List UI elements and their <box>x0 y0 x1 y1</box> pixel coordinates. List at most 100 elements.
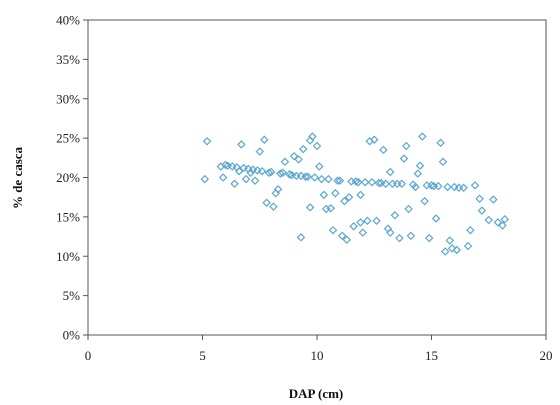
data-point <box>402 141 411 151</box>
data-point <box>443 182 452 192</box>
data-point <box>340 196 349 206</box>
data-point <box>257 166 267 176</box>
x-tick-label: 20 <box>540 348 553 363</box>
data-point <box>246 168 255 178</box>
data-point <box>411 182 420 192</box>
data-point <box>308 132 317 141</box>
data-point <box>463 241 473 251</box>
data-point <box>303 172 313 181</box>
data-point <box>276 169 285 178</box>
data-point <box>406 231 416 241</box>
data-point <box>353 177 363 187</box>
data-point <box>475 194 484 204</box>
data-point <box>285 170 294 179</box>
data-point <box>342 235 352 244</box>
x-axis-title: DAP (cm) <box>289 386 344 401</box>
data-point <box>200 174 210 184</box>
data-point <box>500 214 510 224</box>
x-tick-label: 0 <box>85 348 92 363</box>
data-point <box>363 216 372 226</box>
y-tick-label: 10% <box>56 249 80 264</box>
data-point <box>374 178 384 188</box>
data-point <box>390 211 400 220</box>
data-point <box>234 166 244 176</box>
data-point <box>452 245 461 255</box>
data-point <box>386 228 395 237</box>
data-point <box>392 179 402 189</box>
data-point <box>408 180 418 189</box>
data-point <box>351 177 361 186</box>
data-point <box>459 183 468 192</box>
data-point <box>289 151 299 161</box>
data-point <box>372 216 381 226</box>
y-tick-label: 15% <box>56 209 80 224</box>
data-point <box>427 181 436 190</box>
data-point <box>305 203 315 212</box>
plot-area-border <box>87 19 547 336</box>
data-point <box>294 155 303 164</box>
data-point <box>381 179 390 189</box>
data-point <box>250 176 260 185</box>
data-point <box>328 226 338 235</box>
data-point <box>466 226 475 235</box>
data-point <box>278 168 287 178</box>
x-tick-label: 15 <box>425 348 438 363</box>
data-point <box>399 154 409 163</box>
data-point <box>356 218 365 227</box>
y-tick-label: 35% <box>56 52 80 67</box>
y-axis-title: % de casca <box>10 146 25 209</box>
data-point <box>221 160 230 170</box>
y-tick-label: 5% <box>63 288 81 303</box>
y-tick-label: 20% <box>56 170 80 185</box>
data-point <box>358 228 368 237</box>
data-point <box>349 222 358 231</box>
data-points <box>200 132 510 256</box>
data-point <box>436 138 445 148</box>
data-point <box>317 174 326 184</box>
data-point <box>360 177 370 187</box>
data-point <box>218 173 228 182</box>
data-point <box>484 215 493 225</box>
data-point <box>333 176 342 185</box>
data-point <box>440 247 450 256</box>
x-tick-label: 10 <box>311 348 324 363</box>
data-point <box>344 192 354 202</box>
data-point <box>319 190 329 200</box>
data-point <box>356 190 365 200</box>
data-point <box>379 145 388 155</box>
data-point <box>301 172 310 181</box>
data-point <box>347 177 356 186</box>
data-point <box>367 177 377 187</box>
data-point <box>241 174 251 184</box>
data-point <box>331 189 340 198</box>
data-point <box>386 167 395 177</box>
data-point <box>324 174 333 184</box>
data-point <box>434 181 443 191</box>
data-point <box>326 203 335 213</box>
x-tick-label: 5 <box>199 348 206 363</box>
data-point <box>413 169 423 178</box>
data-point <box>337 231 347 241</box>
data-point <box>273 185 283 194</box>
data-point <box>489 195 498 204</box>
data-point <box>470 181 480 190</box>
x-axis: 0 5 10 15 20 <box>85 335 553 363</box>
data-point <box>493 218 503 227</box>
data-point <box>230 179 239 189</box>
data-point <box>397 179 406 189</box>
y-tick-label: 30% <box>56 91 80 106</box>
data-point <box>266 167 276 177</box>
data-point <box>315 162 324 171</box>
data-point <box>445 236 455 245</box>
data-point <box>404 204 413 214</box>
data-point <box>438 157 448 166</box>
data-point <box>335 176 345 185</box>
data-point <box>299 144 308 154</box>
data-point <box>388 179 397 189</box>
data-point <box>262 198 271 207</box>
data-point <box>447 244 457 253</box>
data-point <box>422 181 432 190</box>
y-axis: 0% 5% 10% 15% 20% 25% 30% 35% 40% <box>56 13 88 343</box>
data-point <box>424 233 434 243</box>
data-point <box>202 137 212 146</box>
